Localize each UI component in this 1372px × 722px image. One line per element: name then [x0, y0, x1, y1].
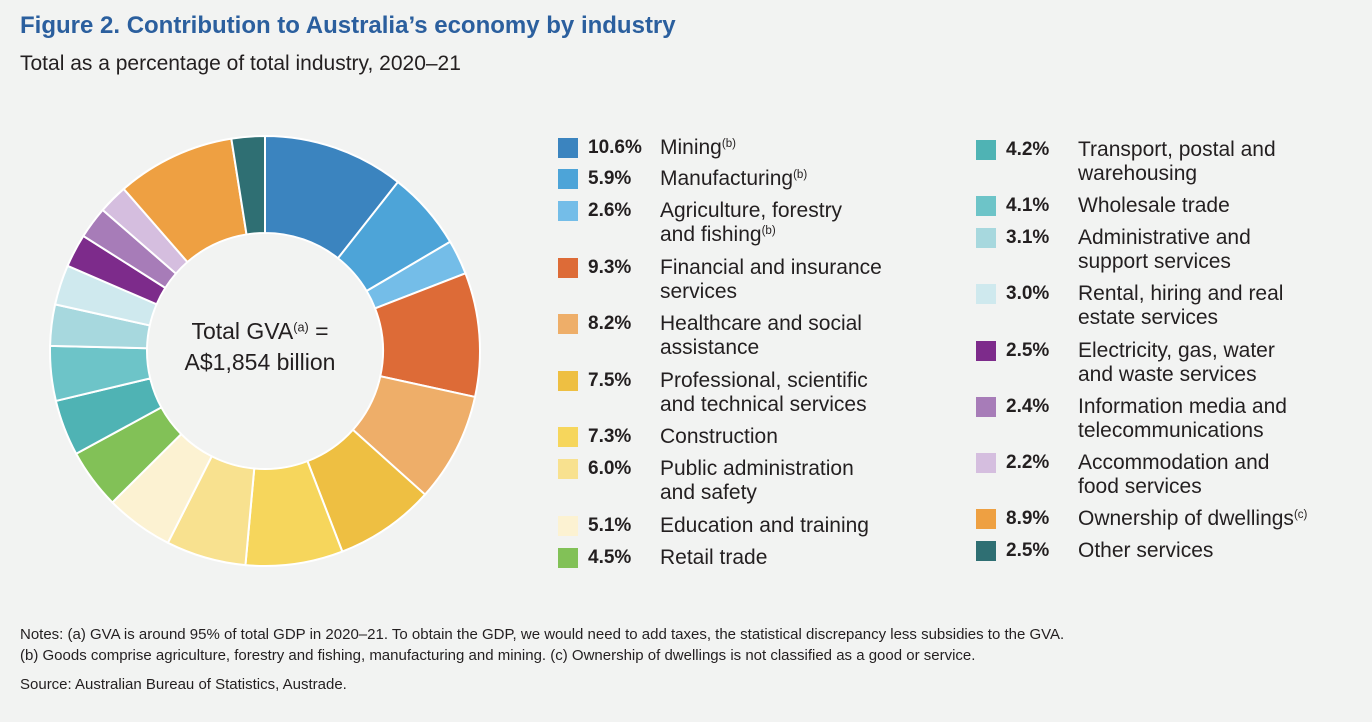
legend-swatch-mining [558, 138, 578, 158]
legend-label-transport-postal-and-warehousing: Transport, postal and warehousing [1078, 138, 1276, 185]
donut-slice-other-services [230, 134, 266, 236]
legend-label-healthcare-and-social-assistance: Healthcare and social assistance [660, 312, 862, 359]
center-total-value: A$1,854 billion [184, 349, 336, 375]
legend-label-accommodation-and-food-services: Accommodation and food services [1078, 451, 1270, 498]
legend-swatch-manufacturing [558, 169, 578, 189]
legend-value-information-media-and-telecommunications: 2.4% [1006, 396, 1050, 417]
legend-label-education-and-training: Education and training [660, 514, 869, 537]
legend-label-retail-trade: Retail trade [660, 546, 768, 569]
legend-footnote: (b) [793, 169, 808, 182]
legend-label-mining: Mining(b) [660, 136, 736, 159]
legend-label-information-media-and-telecommunications: Information media and telecommunications [1078, 395, 1287, 442]
legend-value-public-administration-and-safety: 6.0% [588, 458, 632, 479]
legend-value-healthcare-and-social-assistance: 8.2% [588, 313, 632, 334]
legend-swatch-healthcare-and-social-assistance [558, 314, 578, 334]
legend-footnote: (c) [1293, 509, 1308, 522]
legend-swatch-transport-postal-and-warehousing [976, 140, 996, 160]
legend-label-manufacturing: Manufacturing(b) [660, 167, 808, 190]
chart-title: Figure 2. Contribution to Australia’s ec… [20, 12, 676, 39]
legend-value-retail-trade: 4.5% [588, 547, 632, 568]
legend-label-financial-and-insurance-services: Financial and insurance services [660, 256, 882, 303]
legend-label-ownership-of-dwellings: Ownership of dwellings(c) [1078, 507, 1308, 530]
legend-swatch-ownership-of-dwellings [976, 509, 996, 529]
center-line1: Total GVA [191, 318, 294, 344]
legend-label-public-administration-and-safety: Public administration and safety [660, 457, 854, 504]
center-footnote-a: (a) [293, 320, 309, 335]
legend-label-electricity-gas-water-and-waste-services: Electricity, gas, water and waste service… [1078, 339, 1275, 386]
legend-label-administrative-and-support-services: Administrative and support services [1078, 226, 1251, 273]
legend-swatch-public-administration-and-safety [558, 459, 578, 479]
legend-footnote: (b) [721, 138, 736, 151]
legend-swatch-wholesale-trade [976, 196, 996, 216]
legend-value-administrative-and-support-services: 3.1% [1006, 227, 1050, 248]
legend-value-education-and-training: 5.1% [588, 515, 632, 536]
legend-swatch-accommodation-and-food-services [976, 453, 996, 473]
legend-value-ownership-of-dwellings: 8.9% [1006, 508, 1050, 529]
legend-value-agriculture-forestry-and-fishing: 2.6% [588, 200, 632, 221]
legend-swatch-electricity-gas-water-and-waste-services [976, 341, 996, 361]
legend-label-agriculture-forestry-and-fishing: Agriculture, forestry and fishing(b) [660, 199, 843, 246]
donut-center-label: Total GVA(a) = A$1,854 billion [140, 316, 380, 378]
legend-value-professional-scientific-and-technical-services: 7.5% [588, 370, 632, 391]
legend-footnote: (b) [761, 225, 776, 238]
legend-swatch-information-media-and-telecommunications [976, 397, 996, 417]
legend-value-accommodation-and-food-services: 2.2% [1006, 452, 1050, 473]
legend-swatch-retail-trade [558, 548, 578, 568]
legend-label-construction: Construction [660, 425, 778, 448]
chart-subtitle: Total as a percentage of total industry,… [20, 52, 461, 75]
legend-value-transport-postal-and-warehousing: 4.2% [1006, 139, 1050, 160]
legend-label-wholesale-trade: Wholesale trade [1078, 194, 1230, 217]
legend-swatch-other-services [976, 541, 996, 561]
legend-value-manufacturing: 5.9% [588, 168, 632, 189]
legend-swatch-rental-hiring-and-real-estate-services [976, 284, 996, 304]
legend-swatch-professional-scientific-and-technical-services [558, 371, 578, 391]
donut-hole [148, 234, 382, 468]
legend-value-other-services: 2.5% [1006, 540, 1050, 561]
center-equals: = [308, 318, 329, 344]
legend-swatch-financial-and-insurance-services [558, 258, 578, 278]
legend-label-rental-hiring-and-real-estate-services: Rental, hiring and real estate services [1078, 282, 1284, 329]
legend-value-financial-and-insurance-services: 9.3% [588, 257, 632, 278]
legend-value-mining: 10.6% [588, 137, 642, 158]
source-note: Source: Australian Bureau of Statistics,… [20, 676, 347, 693]
legend-swatch-agriculture-forestry-and-fishing [558, 201, 578, 221]
legend-swatch-education-and-training [558, 516, 578, 536]
notes-line-2: (b) Goods comprise agriculture, forestry… [20, 647, 976, 664]
legend-value-wholesale-trade: 4.1% [1006, 195, 1050, 216]
legend-value-rental-hiring-and-real-estate-services: 3.0% [1006, 283, 1050, 304]
legend-label-professional-scientific-and-technical-services: Professional, scientific and technical se… [660, 369, 868, 416]
notes: Notes: (a) GVA is around 95% of total GD… [20, 624, 1064, 666]
legend-swatch-construction [558, 427, 578, 447]
legend-value-electricity-gas-water-and-waste-services: 2.5% [1006, 340, 1050, 361]
notes-line-1: Notes: (a) GVA is around 95% of total GD… [20, 626, 1065, 643]
legend-swatch-administrative-and-support-services [976, 228, 996, 248]
legend-label-other-services: Other services [1078, 539, 1214, 562]
donut-chart [49, 134, 481, 567]
legend-value-construction: 7.3% [588, 426, 632, 447]
